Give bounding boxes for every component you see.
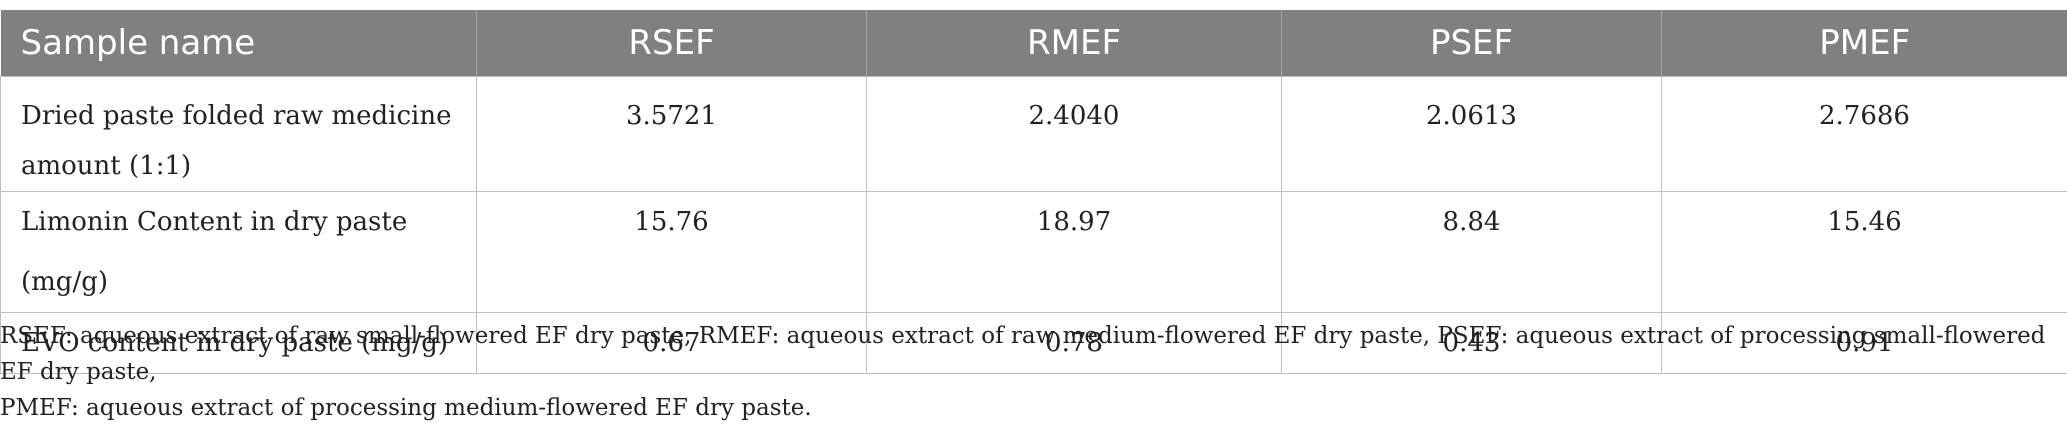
cell-rmef: 2.4040 <box>867 77 1282 192</box>
row-label: Dried paste folded raw medicine amount (… <box>1 77 477 192</box>
cell-psef: 8.84 <box>1282 192 1662 313</box>
cell-value: 18.97 <box>867 192 1281 252</box>
row-label: Limonin Content in dry paste (mg/g) <box>1 192 477 313</box>
cell-value: 8.84 <box>1282 192 1661 252</box>
cell-rmef: 18.97 <box>867 192 1282 313</box>
table-row: Limonin Content in dry paste (mg/g) 15.7… <box>1 192 2067 313</box>
table-header: Sample name RSEF RMEF PSEF PMEF <box>1 10 2067 77</box>
table-footnote: RSEF: aqueous extract of raw small-flowe… <box>0 318 2067 426</box>
cell-value: 15.46 <box>1662 192 2067 252</box>
cell-rsef: 3.5721 <box>477 77 867 192</box>
table-row: Dried paste folded raw medicine amount (… <box>1 77 2067 192</box>
row-label-text: Dried paste folded raw medicine amount (… <box>21 77 476 191</box>
header-sample-name: Sample name <box>1 10 477 77</box>
row-label-line1: Dried paste folded raw medicine <box>21 101 451 131</box>
cell-value: 3.5721 <box>477 77 866 141</box>
footnote-line1: RSEF: aqueous extract of raw small-flowe… <box>0 323 2045 385</box>
cell-value: 15.76 <box>477 192 866 252</box>
cell-value: 2.0613 <box>1282 77 1661 141</box>
header-psef: PSEF <box>1282 10 1662 77</box>
cell-rsef: 15.76 <box>477 192 867 313</box>
header-pmef: PMEF <box>1662 10 2067 77</box>
footnote-line2: PMEF: aqueous extract of processing medi… <box>0 395 812 421</box>
cell-pmef: 15.46 <box>1662 192 2067 313</box>
row-label-line2: amount (1:1) <box>21 151 191 181</box>
cell-psef: 2.0613 <box>1282 77 1662 192</box>
header-rsef: RSEF <box>477 10 867 77</box>
header-row: Sample name RSEF RMEF PSEF PMEF <box>1 10 2067 77</box>
header-rmef: RMEF <box>867 10 1282 77</box>
cell-pmef: 2.7686 <box>1662 77 2067 192</box>
cell-value: 2.4040 <box>867 77 1281 141</box>
cell-value: 2.7686 <box>1662 77 2067 141</box>
row-label-text: Limonin Content in dry paste (mg/g) <box>21 192 476 312</box>
